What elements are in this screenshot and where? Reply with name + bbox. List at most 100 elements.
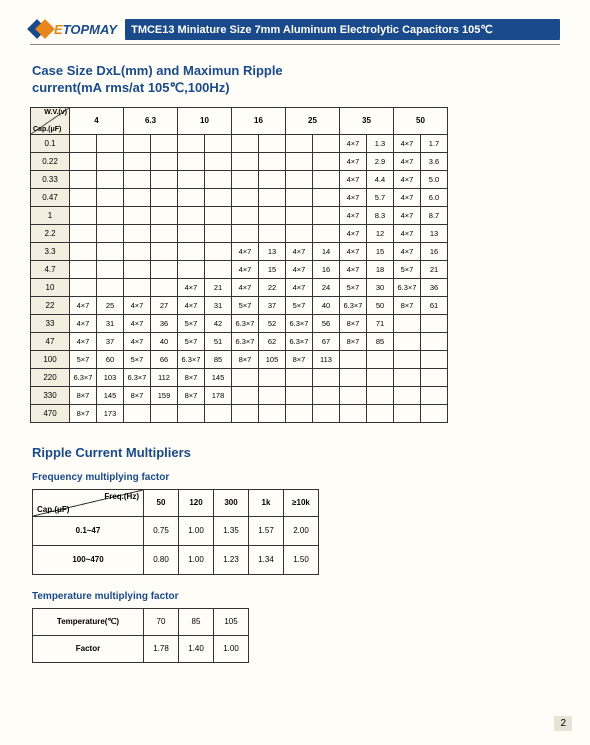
cell-ripple: [421, 350, 448, 368]
cell-ripple: [313, 224, 340, 242]
freq-col-header: 50: [144, 489, 179, 516]
cell-ripple: [205, 188, 232, 206]
cell-ripple: 37: [259, 296, 286, 314]
cell-ripple: [205, 134, 232, 152]
cell-ripple: [97, 152, 124, 170]
freq-value: 0.75: [144, 516, 179, 545]
section1-line2: current(mA rms/at 105℃,100Hz): [32, 80, 230, 95]
cell-ripple: 50: [367, 296, 394, 314]
cell-size: 4×7: [70, 314, 97, 332]
cap-row-header: 0.22: [31, 152, 70, 170]
volt-header: 10: [178, 107, 232, 134]
temp-col: 105: [214, 608, 249, 635]
cap-row-header: 0.47: [31, 188, 70, 206]
cell-size: 8×7: [232, 350, 259, 368]
cell-ripple: [151, 188, 178, 206]
volt-header: 16: [232, 107, 286, 134]
cell-size: 6.3×7: [178, 350, 205, 368]
cell-size: 6.3×7: [124, 368, 151, 386]
cell-size: [232, 404, 259, 422]
cell-ripple: 8.3: [367, 206, 394, 224]
cell-ripple: [259, 206, 286, 224]
cell-size: [286, 134, 313, 152]
cell-ripple: 13: [421, 224, 448, 242]
cell-size: [70, 260, 97, 278]
cell-size: [124, 242, 151, 260]
cell-size: [286, 206, 313, 224]
cell-size: 8×7: [124, 386, 151, 404]
cell-ripple: [259, 152, 286, 170]
cell-size: 5×7: [232, 296, 259, 314]
cell-size: [232, 170, 259, 188]
cell-size: [70, 134, 97, 152]
cell-size: 5×7: [124, 350, 151, 368]
cell-ripple: 62: [259, 332, 286, 350]
cell-ripple: 1.7: [421, 134, 448, 152]
cell-size: 4×7: [340, 170, 367, 188]
cell-ripple: 13: [259, 242, 286, 260]
cell-ripple: 159: [151, 386, 178, 404]
cell-ripple: [313, 368, 340, 386]
cell-ripple: [151, 242, 178, 260]
cell-ripple: 30: [367, 278, 394, 296]
cell-ripple: [97, 170, 124, 188]
cell-size: 4×7: [394, 224, 421, 242]
cell-size: 6.3×7: [232, 314, 259, 332]
cell-size: [178, 404, 205, 422]
cell-ripple: [313, 206, 340, 224]
cell-size: 4×7: [340, 134, 367, 152]
cell-size: [70, 188, 97, 206]
cell-ripple: [259, 368, 286, 386]
cell-size: [286, 386, 313, 404]
freq-value: 1.00: [179, 545, 214, 574]
freq-value: 1.50: [284, 545, 319, 574]
cell-size: [70, 278, 97, 296]
cap-row-header: 1: [31, 206, 70, 224]
freq-row-label: 100~470: [33, 545, 144, 574]
cell-ripple: 42: [205, 314, 232, 332]
cell-size: [232, 206, 259, 224]
cell-size: 4×7: [394, 152, 421, 170]
cell-size: [178, 242, 205, 260]
cell-size: [178, 260, 205, 278]
volt-header: 35: [340, 107, 394, 134]
section-title-multipliers: Ripple Current Multipliers: [32, 445, 560, 462]
freq-row-label: 0.1~47: [33, 516, 144, 545]
volt-header: 25: [286, 107, 340, 134]
frequency-multiplier-table: Freq.(Hz)Cap.(μF)501203001k≥10k0.1~470.7…: [32, 489, 319, 575]
page-number: 2: [554, 716, 572, 731]
cell-ripple: [313, 386, 340, 404]
cell-size: [286, 188, 313, 206]
cell-size: [70, 224, 97, 242]
cell-size: [70, 206, 97, 224]
cell-ripple: 85: [205, 350, 232, 368]
temp-label: Temperature(℃): [33, 608, 144, 635]
cell-size: [394, 350, 421, 368]
cell-size: 6.3×7: [70, 368, 97, 386]
cap-row-header: 47: [31, 332, 70, 350]
cell-ripple: 15: [259, 260, 286, 278]
cell-ripple: [151, 224, 178, 242]
cell-size: [232, 368, 259, 386]
cell-ripple: [259, 386, 286, 404]
cell-ripple: 31: [97, 314, 124, 332]
header: ETOPMAY TMCE13 Miniature Size 7mm Alumin…: [30, 18, 560, 40]
brand-name: ETOPMAY: [54, 22, 117, 37]
volt-header: 6.3: [124, 107, 178, 134]
cell-ripple: 18: [367, 260, 394, 278]
cell-size: [286, 404, 313, 422]
cap-row-header: 0.33: [31, 170, 70, 188]
cell-size: 6.3×7: [394, 278, 421, 296]
cell-ripple: 4.4: [367, 170, 394, 188]
cell-size: 8×7: [70, 386, 97, 404]
brand-name-post: TOPMAY: [63, 22, 117, 37]
subtitle-temperature: Temperature multiplying factor: [32, 591, 560, 602]
cell-size: [70, 170, 97, 188]
case-size-table: W.V.(v)Cap.(μF)46.310162535500.14×71.34×…: [30, 107, 448, 423]
freq-col-header: 300: [214, 489, 249, 516]
cell-ripple: [151, 134, 178, 152]
brand-name-pre: E: [54, 22, 63, 37]
freq-value: 0.80: [144, 545, 179, 574]
cell-ripple: 2.9: [367, 152, 394, 170]
cell-size: 4×7: [394, 206, 421, 224]
